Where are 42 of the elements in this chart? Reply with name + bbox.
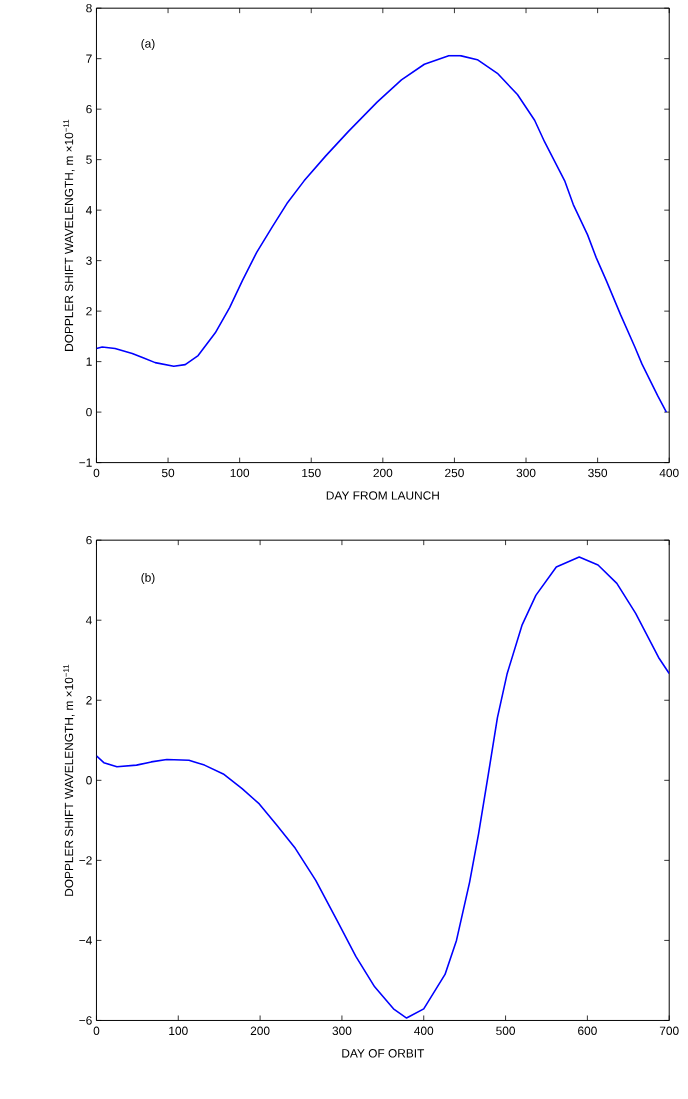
- x-tick-label: 50: [161, 468, 175, 478]
- x-tick-label: 150: [302, 468, 321, 478]
- x-tick-label: 0: [93, 1026, 100, 1036]
- y-tick-label: −6: [79, 1016, 92, 1025]
- x-tick-label: 300: [332, 1026, 352, 1036]
- y-tick-label: −1: [79, 458, 92, 467]
- x-tick-label: 300: [516, 468, 536, 478]
- y-axis-title: DOPPLER SHIFT WAVELENGTH, m ×10$^{−11}$: [63, 119, 75, 351]
- y-tick-label: 2: [86, 696, 92, 705]
- x-axis-title: DAY FROM LAUNCH: [326, 491, 439, 500]
- y-tick-label: 0: [86, 407, 92, 417]
- x-tick-label: 350: [588, 468, 608, 478]
- line-series: [96, 556, 670, 1019]
- y-tick-label: 5: [86, 155, 92, 164]
- y-axis-title: DOPPLER SHIFT WAVELENGTH, m ×10$^{−11}$: [63, 664, 75, 896]
- y-tick-label: 7: [86, 54, 92, 63]
- y-tick-label: −2: [79, 856, 92, 865]
- annotation: (a): [141, 39, 155, 51]
- y-tick-label: −4: [79, 936, 92, 945]
- x-tick-label: 100: [230, 468, 250, 478]
- y-tick-label: 3: [86, 256, 92, 265]
- x-tick-label: 500: [496, 1026, 515, 1036]
- y-tick-label: 8: [86, 3, 92, 13]
- y-tick-label: 4: [85, 616, 92, 625]
- x-tick-label: 100: [169, 1026, 188, 1036]
- x-tick-label: 0: [93, 468, 100, 478]
- y-tick-label: 6: [86, 535, 92, 545]
- x-tick-label: 700: [659, 1026, 679, 1036]
- y-tick-label: 4: [85, 206, 92, 215]
- x-tick-label: 250: [445, 468, 464, 478]
- x-tick-label: 400: [659, 468, 679, 478]
- y-tick-label: 0: [86, 776, 92, 785]
- x-tick-label: 200: [250, 1026, 270, 1036]
- x-tick-label: 600: [578, 1026, 597, 1036]
- x-axis-title: DAY OF ORBIT: [342, 1049, 425, 1058]
- y-tick-label: 1: [86, 357, 92, 366]
- y-tick-label: 2: [86, 306, 92, 316]
- annotation: (b): [141, 573, 155, 585]
- y-tick-label: 6: [86, 104, 92, 114]
- x-tick-label: 400: [414, 1026, 434, 1036]
- x-tick-label: 200: [373, 468, 393, 478]
- line-series: [96, 54, 668, 413]
